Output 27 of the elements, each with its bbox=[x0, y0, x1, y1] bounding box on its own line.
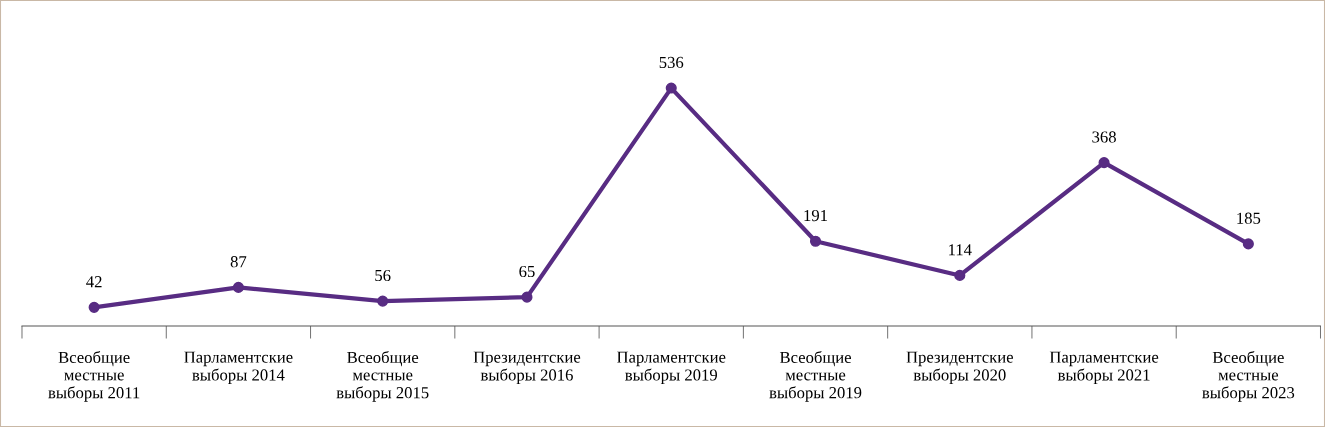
data-label: 114 bbox=[949, 244, 972, 256]
point bbox=[377, 295, 389, 307]
x-tick-label: Всеобщие местные выборы 2011 bbox=[48, 350, 140, 402]
x-tick-label: Президентские выборы 2016 bbox=[473, 351, 581, 384]
x-tick-label: Всеобщие местные выборы 2015 bbox=[336, 350, 429, 402]
data-label: 87 bbox=[230, 256, 247, 268]
data-label: 185 bbox=[1237, 212, 1261, 224]
x-tick-label: Парламентские выборы 2014 bbox=[184, 351, 293, 384]
point bbox=[88, 301, 100, 313]
data-label: 42 bbox=[86, 276, 102, 288]
x-tick-label: Парламентские выборы 2019 bbox=[617, 351, 726, 384]
point bbox=[665, 82, 677, 94]
data-label: 56 bbox=[375, 269, 391, 282]
x-tick-label: Всеобщие местные выборы 2023 bbox=[1202, 350, 1295, 402]
point bbox=[521, 291, 533, 303]
x-tick-label: Президентские выборы 2020 bbox=[906, 351, 1014, 384]
x-tick-label: Всеобщие местные выборы 2019 bbox=[769, 350, 862, 402]
x-tick-label: Парламентские выборы 2021 bbox=[1049, 351, 1159, 384]
point bbox=[1242, 238, 1254, 250]
data-label: 191 bbox=[804, 209, 828, 222]
data-label: 65 bbox=[519, 265, 535, 278]
point bbox=[232, 281, 244, 293]
point bbox=[1098, 157, 1110, 169]
point bbox=[809, 235, 822, 247]
data-label: 536 bbox=[659, 56, 684, 69]
point bbox=[954, 269, 966, 281]
data-label: 368 bbox=[1092, 131, 1116, 143]
